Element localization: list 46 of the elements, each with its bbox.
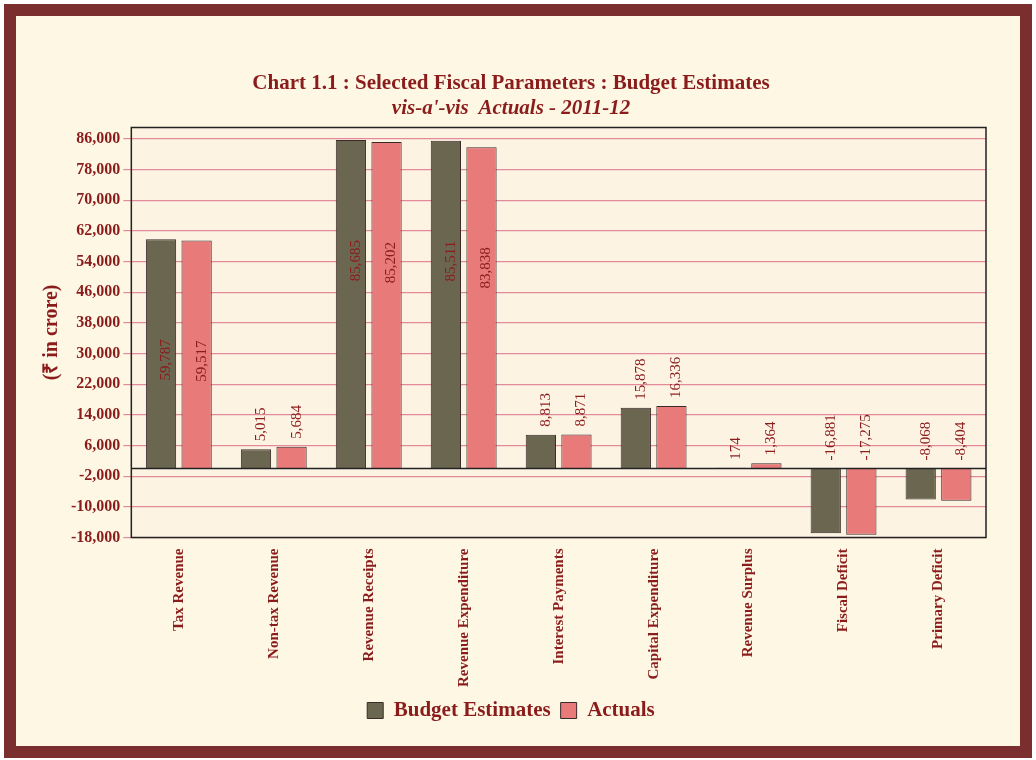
y-tick-label: 86,000 [76,129,121,147]
data-label: 1,364 [762,421,779,456]
legend-label: Actuals [587,696,655,721]
x-tick-label: Primary Deficit [929,548,946,649]
data-label: 16,336 [667,356,684,398]
data-label: 59,787 [156,338,173,381]
data-label: 174 [726,436,743,460]
chart-title: Chart 1.1 : Selected Fiscal Parameters : Budget Estimates [252,70,770,95]
data-label: 83,838 [477,247,494,289]
x-tick-label: Tax Revenue [169,548,186,631]
data-label: -8,068 [916,421,933,461]
y-tick-label: 14,000 [76,405,121,423]
x-tick-label: Fiscal Deficit [834,548,851,633]
data-label: -8,404 [952,421,969,461]
y-tick-label: 6,000 [84,435,121,453]
chart-subtitle: vis-a'-vis Actuals - 2011-12 [391,95,631,120]
data-label: 8,871 [572,392,589,427]
y-tick-label: 22,000 [76,374,121,392]
x-tick-label: Capital Expenditure [644,548,661,680]
x-tick-label: Non-tax Revenue [264,548,281,659]
x-tick-label: Interest Payments [549,548,566,665]
y-tick-label: 54,000 [76,251,121,269]
y-axis-title: (₹ in crore) [39,284,63,381]
data-label: 8,813 [536,393,553,427]
data-label: -17,275 [857,414,874,461]
data-label: 85,685 [346,240,363,282]
x-tick-label: Revenue Expenditure [454,548,471,688]
data-label: -16,881 [821,414,838,461]
data-label: 5,684 [287,404,304,439]
y-tick-label: -2,000 [79,466,121,484]
y-tick-label: 78,000 [76,159,121,177]
y-tick-label: 70,000 [76,190,121,208]
data-label: 85,511 [441,240,458,282]
data-label: 59,517 [192,339,209,382]
y-tick-label: -18,000 [71,527,121,545]
data-label: 5,015 [251,407,268,442]
legend-label: Budget Estimates [393,696,551,721]
data-label: 85,202 [382,241,399,284]
x-tick-label: Revenue Receipts [359,548,376,662]
y-tick-label: -10,000 [71,497,121,514]
x-tick-label: Revenue Surplus [739,548,756,658]
data-label: 15,878 [631,358,648,400]
y-tick-label: 30,000 [76,343,121,361]
y-tick-label: 46,000 [76,282,121,300]
y-tick-label: 62,000 [76,221,121,239]
y-tick-label: 38,000 [76,313,121,331]
